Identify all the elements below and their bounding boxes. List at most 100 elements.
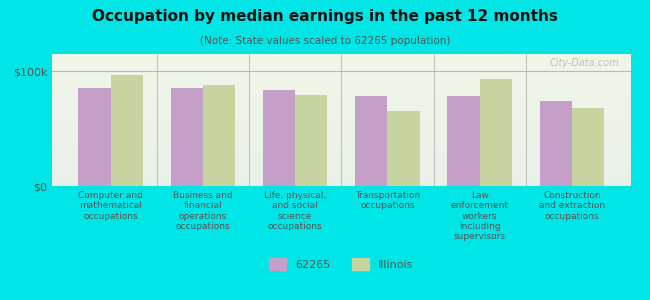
Bar (52, 128, 630, 129)
Bar (52, 84, 630, 86)
Bar (263, 90, 295, 186)
Bar (52, 94, 630, 95)
Bar (52, 67, 630, 68)
Legend: 62265, Illinois: 62265, Illinois (264, 253, 419, 275)
Bar (295, 95, 328, 186)
Bar (52, 130, 630, 132)
Bar (52, 117, 630, 119)
Bar (203, 85, 235, 186)
Bar (52, 115, 630, 116)
Bar (52, 123, 630, 124)
Bar (52, 170, 630, 172)
Bar (52, 146, 630, 148)
Bar (52, 157, 630, 158)
Bar (52, 140, 630, 141)
Bar (447, 97, 480, 186)
Bar (52, 169, 630, 170)
Bar (52, 57, 630, 58)
Bar (52, 62, 630, 63)
Bar (52, 59, 630, 61)
Bar (52, 99, 630, 100)
Bar (52, 167, 630, 169)
Bar (52, 136, 630, 137)
Bar (52, 91, 630, 92)
Bar (111, 75, 143, 186)
Bar (572, 108, 604, 186)
Bar (52, 161, 630, 162)
Bar (52, 71, 630, 73)
Bar (52, 166, 630, 167)
Bar (52, 104, 630, 106)
Bar (52, 134, 630, 136)
Bar (52, 142, 630, 144)
Text: City-Data.com: City-Data.com (549, 58, 619, 68)
Bar (52, 145, 630, 146)
Bar (52, 63, 630, 64)
Bar (52, 112, 630, 113)
Bar (52, 74, 630, 75)
Bar (52, 108, 630, 110)
Bar (52, 120, 630, 121)
Bar (52, 88, 630, 90)
Bar (52, 132, 630, 133)
Bar (52, 83, 630, 84)
Bar (52, 80, 630, 82)
Bar (52, 124, 630, 125)
Bar (52, 111, 630, 112)
Bar (52, 116, 630, 117)
Bar (52, 101, 630, 103)
Bar (52, 79, 630, 80)
Bar (52, 119, 630, 120)
Bar (540, 101, 572, 186)
Bar (52, 139, 630, 140)
Bar (52, 103, 630, 104)
Bar (52, 90, 630, 91)
Bar (52, 75, 630, 76)
Bar (52, 154, 630, 156)
Bar (52, 86, 630, 87)
Bar (52, 153, 630, 154)
Bar (52, 160, 630, 161)
Text: Occupation by median earnings in the past 12 months: Occupation by median earnings in the pas… (92, 9, 558, 24)
Bar (52, 54, 630, 55)
Bar (52, 127, 630, 128)
Bar (52, 70, 630, 71)
Bar (52, 177, 630, 178)
Bar (52, 183, 630, 185)
Bar (170, 88, 203, 186)
Bar (52, 156, 630, 157)
Bar (52, 66, 630, 67)
Bar (52, 173, 630, 174)
Bar (52, 150, 630, 152)
Bar (52, 125, 630, 127)
Bar (52, 179, 630, 181)
Bar (52, 149, 630, 150)
Bar (52, 73, 630, 74)
Bar (52, 141, 630, 142)
Bar (52, 55, 630, 57)
Bar (52, 182, 630, 183)
Bar (52, 178, 630, 179)
Bar (52, 78, 630, 79)
Bar (52, 87, 630, 88)
Bar (52, 121, 630, 123)
Bar (52, 95, 630, 96)
Bar (78, 88, 111, 186)
Bar (387, 111, 420, 186)
Bar (52, 96, 630, 98)
Bar (52, 185, 630, 186)
Bar (52, 144, 630, 145)
Bar (52, 176, 630, 177)
Bar (52, 98, 630, 99)
Bar (480, 79, 512, 186)
Bar (52, 152, 630, 153)
Bar (52, 129, 630, 130)
Bar (52, 92, 630, 94)
Bar (52, 162, 630, 164)
Bar (52, 64, 630, 66)
Bar (52, 172, 630, 173)
Bar (52, 107, 630, 108)
Bar (52, 68, 630, 70)
Bar (52, 181, 630, 182)
Bar (52, 164, 630, 165)
